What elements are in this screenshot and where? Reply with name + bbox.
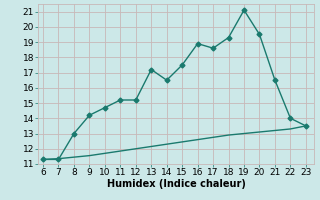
X-axis label: Humidex (Indice chaleur): Humidex (Indice chaleur) [107, 179, 245, 189]
